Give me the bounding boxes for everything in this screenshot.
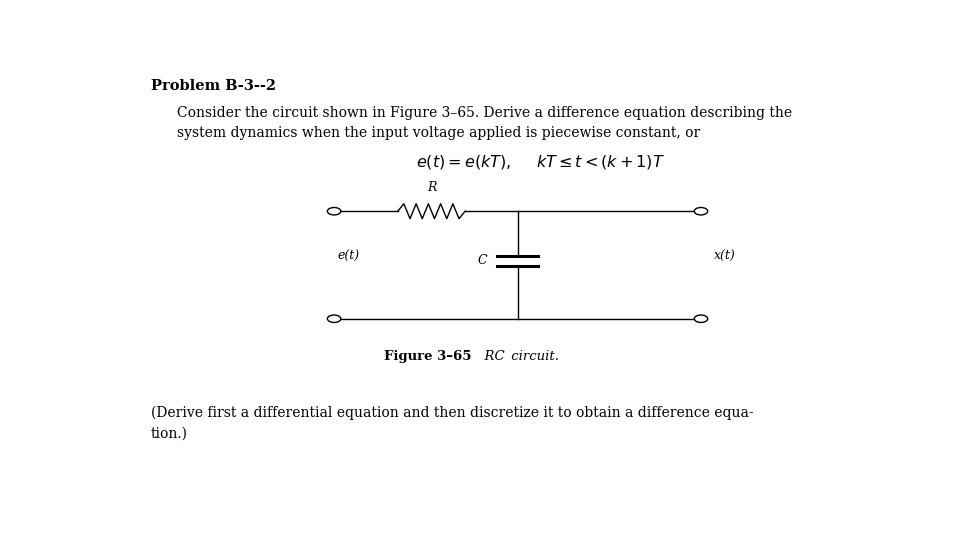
Text: $e(t) = e(kT),$: $e(t) = e(kT),$	[416, 154, 512, 171]
Text: (Derive first a differential equation and then discretize it to obtain a differe: (Derive first a differential equation an…	[151, 405, 753, 420]
Text: Consider the circuit shown in Figure 3–65. Derive a difference equation describi: Consider the circuit shown in Figure 3–6…	[177, 106, 792, 120]
Text: $kT \leq t < (k + 1)T$: $kT \leq t < (k + 1)T$	[536, 154, 666, 171]
Text: R: R	[427, 181, 436, 194]
Text: tion.): tion.)	[151, 426, 187, 440]
Text: Figure 3–65: Figure 3–65	[384, 350, 471, 363]
Text: e(t): e(t)	[338, 250, 360, 263]
Text: Problem B-3--2: Problem B-3--2	[151, 79, 276, 93]
Text: system dynamics when the input voltage applied is piecewise constant, or: system dynamics when the input voltage a…	[177, 127, 700, 141]
Text: RC circuit.: RC circuit.	[476, 350, 559, 363]
Text: C: C	[478, 255, 488, 267]
Text: x(t): x(t)	[715, 250, 736, 263]
